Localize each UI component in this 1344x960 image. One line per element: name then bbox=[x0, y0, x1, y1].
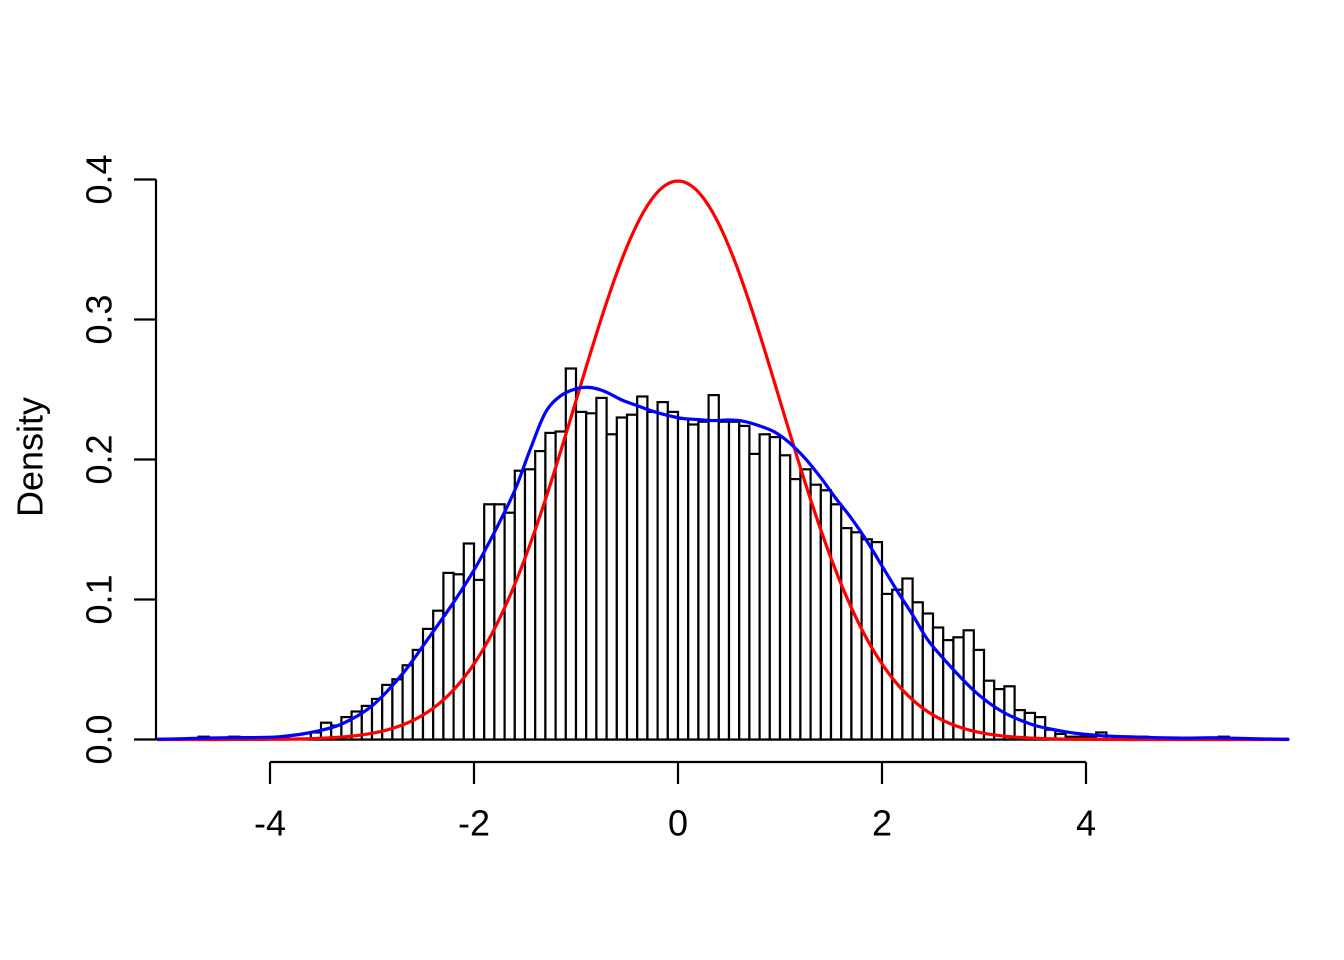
histogram-bar bbox=[442, 571, 455, 741]
x-tick-label: -2 bbox=[458, 803, 490, 844]
histogram-bar bbox=[707, 394, 720, 741]
histogram-bar bbox=[799, 468, 812, 741]
histogram-bar bbox=[595, 396, 608, 741]
histogram-bar bbox=[697, 420, 710, 741]
y-tick-label: 0.2 bbox=[79, 434, 120, 484]
y-axis-title: Density bbox=[10, 397, 51, 517]
histogram-bar bbox=[931, 626, 945, 741]
y-tick-label: 0.3 bbox=[79, 294, 120, 344]
histogram-bar bbox=[819, 489, 833, 741]
histogram-bar bbox=[1013, 708, 1026, 741]
axes-layer: 0.0 0.1 0.2 0.3 0.4 -4 -2 0 2 4 bbox=[79, 154, 1097, 843]
histogram-bar bbox=[717, 420, 731, 741]
histogram-bar bbox=[727, 420, 741, 741]
histogram-bar bbox=[615, 416, 629, 741]
histogram-bar bbox=[646, 410, 659, 741]
histogram-bar bbox=[676, 417, 690, 741]
histogram-bar bbox=[401, 664, 414, 741]
histogram-bar bbox=[503, 511, 516, 741]
histogram-bar bbox=[605, 433, 618, 741]
y-tick-label: 0.1 bbox=[79, 574, 120, 624]
curves-layer bbox=[156, 179, 1290, 742]
histogram-bar bbox=[891, 588, 904, 741]
histogram-bar bbox=[738, 424, 751, 741]
normal-curve bbox=[156, 179, 1290, 742]
histogram-bar bbox=[829, 503, 843, 741]
histogram-bar bbox=[523, 468, 537, 741]
histogram-layer bbox=[197, 367, 1230, 741]
histogram-bar bbox=[748, 452, 761, 741]
histogram-bar bbox=[768, 436, 782, 741]
histogram-bar bbox=[758, 433, 771, 741]
x-tick-label: 2 bbox=[872, 803, 892, 844]
x-tick-label: -4 bbox=[254, 803, 286, 844]
histogram-bar bbox=[870, 540, 884, 741]
histogram-bar bbox=[656, 401, 669, 741]
histogram-bar bbox=[534, 450, 547, 741]
histogram-bar bbox=[993, 687, 1006, 741]
histogram-bar bbox=[840, 526, 853, 741]
histogram-bar bbox=[789, 478, 802, 741]
histogram-bar bbox=[513, 469, 527, 741]
histogram-bar bbox=[636, 395, 649, 741]
histogram-bar bbox=[982, 679, 996, 741]
histogram-bar bbox=[687, 423, 700, 741]
histogram-bar bbox=[554, 430, 567, 741]
histogram-bar bbox=[411, 648, 425, 741]
histogram-bar bbox=[778, 454, 792, 741]
histogram-bar bbox=[585, 412, 598, 741]
y-tick-label: 0.4 bbox=[79, 154, 120, 204]
kde-curve bbox=[156, 385, 1290, 741]
histogram-bar bbox=[625, 413, 639, 741]
x-tick-label: 0 bbox=[668, 803, 688, 844]
histogram-bar bbox=[666, 410, 680, 741]
x-tick-label: 4 bbox=[1076, 803, 1096, 844]
histogram-bar bbox=[850, 531, 863, 741]
histogram-bar bbox=[391, 678, 404, 741]
y-tick-label: 0.0 bbox=[79, 714, 120, 764]
histogram-bar bbox=[574, 410, 588, 741]
